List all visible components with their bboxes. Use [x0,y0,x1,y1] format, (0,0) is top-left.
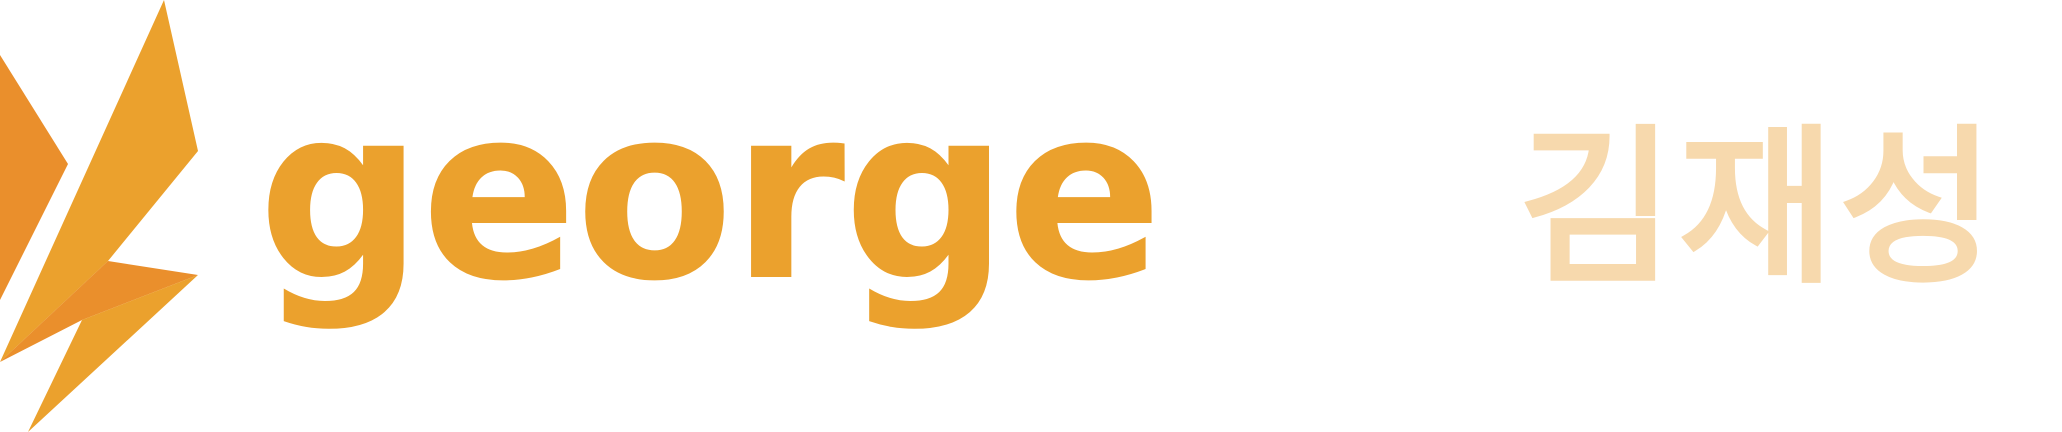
mark-back-shard [0,55,68,300]
mark-lower-wing [0,261,198,362]
korean-name-label: 김재성 [1518,110,2000,308]
mark-main-shard [0,0,198,362]
abstract-bird-shard-icon [0,0,198,432]
wordmark-george: george [258,54,1163,334]
mark-tail-shard [28,275,198,432]
